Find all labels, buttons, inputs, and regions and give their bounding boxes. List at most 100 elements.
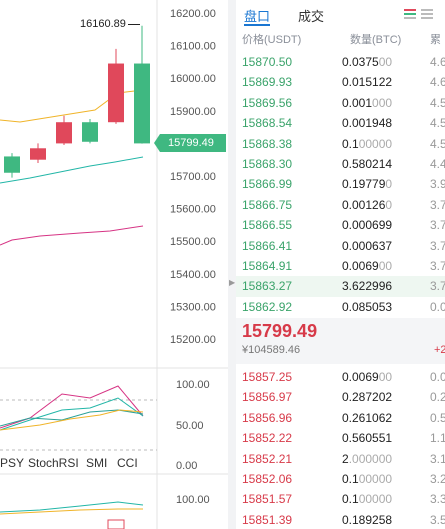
order-row[interactable]: 15862.92 0.085053 0.0: [236, 297, 445, 317]
order-row[interactable]: 15852.22 0.560551 1.1: [236, 428, 445, 448]
indicator-tick-label: 0.00: [176, 460, 197, 472]
order-price: 15869.93: [242, 75, 293, 90]
ma-line-teal: [0, 156, 144, 184]
order-qty: 0.189258: [342, 510, 392, 529]
order-qty: 0.001948: [342, 113, 392, 133]
total-column-header: 累: [430, 34, 441, 46]
order-total: 3.7: [430, 238, 445, 253]
candlestick-chart-svg[interactable]: 16200.0016100.0016000.0015900.0015800.00…: [0, 0, 228, 529]
order-qty: 0.085053: [342, 297, 392, 317]
candle-body: [108, 63, 124, 123]
tab-order-book[interactable]: 盘口: [244, 9, 271, 24]
order-price: 15866.99: [242, 177, 293, 192]
view-both-icon[interactable]: [404, 9, 416, 20]
order-qty-padding: 00: [378, 258, 393, 273]
order-qty: 0.006900: [342, 256, 392, 276]
last-price-panel: 15799.49 ¥104589.46 +2: [236, 318, 445, 364]
current-price-arrow: [154, 134, 160, 152]
price-change: +2: [434, 344, 445, 356]
order-row[interactable]: 15851.57 0.100000 3.3: [236, 489, 445, 509]
order-total: 4.6: [430, 55, 445, 69]
last-price-fiat: ¥104589.46: [242, 344, 301, 356]
order-price: 15863.27: [242, 279, 293, 294]
order-row[interactable]: 15866.75 0.001260 3.7: [236, 195, 445, 215]
order-qty: 0.100000: [342, 469, 392, 489]
order-qty-value: 0.0069: [342, 258, 379, 273]
order-qty-value: 0.1: [342, 492, 359, 507]
order-price: 15866.75: [242, 197, 293, 212]
order-row[interactable]: 15870.50 0.037500 4.6: [236, 52, 445, 72]
panel-divider[interactable]: ▶: [228, 0, 236, 529]
order-total: 0.0: [430, 299, 445, 314]
indicator-tab-cci[interactable]: CCI: [117, 456, 138, 470]
order-qty: 0.037500: [342, 52, 392, 72]
order-book-tabs: 盘口 成交: [236, 0, 445, 28]
order-row[interactable]: 15868.30 0.580214 4.4: [236, 154, 445, 174]
volume-bar: [107, 519, 125, 529]
order-qty: 0.580214: [342, 154, 392, 174]
order-price: 15852.22: [242, 431, 293, 446]
ask-list: 15870.50 0.037500 4.6 15869.93 0.015122 4.6 15…: [236, 52, 445, 317]
indicator-tick-label: 100.00: [176, 379, 210, 391]
candle-body: [30, 148, 46, 160]
order-qty-value: 0.000699: [342, 218, 393, 233]
order-row[interactable]: 15857.25 0.006900 0.0: [236, 367, 445, 387]
order-price: 15866.41: [242, 238, 293, 253]
order-row[interactable]: 15868.38 0.100000 4.5: [236, 134, 445, 154]
order-total: 3.5: [430, 512, 445, 527]
order-row[interactable]: 15856.97 0.287202 0.2: [236, 387, 445, 407]
order-row[interactable]: 15852.21 2.000000 3.1: [236, 449, 445, 469]
order-qty: 0.000637: [342, 236, 392, 256]
order-qty-value: 0.000637: [342, 238, 393, 253]
collapse-arrow-icon[interactable]: ▶: [229, 278, 236, 287]
order-row[interactable]: 15864.91 0.006900 3.7: [236, 256, 445, 276]
order-qty-value: 0.580214: [342, 156, 393, 171]
order-row[interactable]: 15866.41 0.000637 3.7: [236, 236, 445, 256]
order-total: 0.5: [430, 410, 445, 425]
order-qty-value: 0.015122: [342, 75, 393, 90]
order-total: 3.9: [430, 177, 445, 192]
price-tick-label: 16000.00: [170, 73, 216, 85]
order-price: 15868.54: [242, 116, 293, 131]
current-price-tag: 15799.49: [160, 134, 226, 152]
active-tab-underline: [244, 24, 270, 26]
order-row[interactable]: 15852.06 0.100000 3.2: [236, 469, 445, 489]
order-row[interactable]: 15868.54 0.001948 4.5: [236, 113, 445, 133]
indicator-tab-smi[interactable]: SMI: [86, 456, 108, 470]
order-qty-value: 0.287202: [342, 390, 393, 405]
tab-trades[interactable]: 成交: [298, 9, 325, 24]
order-row[interactable]: 15863.27 3.622996 3.7: [236, 276, 445, 297]
order-total: 3.7: [430, 197, 445, 212]
kline-chart[interactable]: 16200.0016100.0016000.0015900.0015800.00…: [0, 0, 228, 529]
price-tick-label: 15600.00: [170, 204, 216, 216]
order-price: 15869.56: [242, 95, 293, 110]
order-price: 15857.25: [242, 370, 293, 384]
psy-line: [0, 385, 144, 429]
order-total: 0.0: [430, 370, 445, 384]
bid-list: 15857.25 0.006900 0.0 15856.97 0.287202 0.2 15…: [236, 367, 445, 529]
order-qty: 0.001260: [342, 195, 392, 215]
order-qty: 2.000000: [342, 449, 392, 469]
order-qty-padding: 00: [378, 55, 393, 69]
indicator2-line-teal: [0, 501, 144, 513]
order-row[interactable]: 15869.56 0.001000 4.5: [236, 93, 445, 113]
price-tick-label: 15700.00: [170, 171, 216, 183]
order-qty-value: 2: [342, 451, 349, 466]
order-qty: 0.287202: [342, 387, 392, 407]
order-row[interactable]: 15866.55 0.000699 3.7: [236, 215, 445, 235]
order-qty: 0.560551: [342, 428, 392, 448]
view-asks-icon[interactable]: [421, 9, 433, 20]
indicator-tab-stochrsi[interactable]: StochRSI: [28, 456, 79, 470]
order-total: 4.5: [430, 116, 445, 131]
high-price-label: 16160.89: [80, 18, 126, 30]
order-qty-value: 0.085053: [342, 299, 393, 314]
order-price: 15851.57: [242, 492, 293, 507]
order-qty-value: 0.001: [342, 95, 373, 110]
order-row[interactable]: 15869.93 0.015122 4.6: [236, 72, 445, 92]
order-qty-value: 0.19779: [342, 177, 386, 192]
order-row[interactable]: 15866.99 0.197790 3.9: [236, 174, 445, 194]
indicator-tab-psy[interactable]: PSY: [0, 456, 25, 470]
order-qty: 0.100000: [342, 489, 392, 509]
order-row[interactable]: 15851.39 0.189258 3.5: [236, 510, 445, 529]
order-row[interactable]: 15856.96 0.261062 0.5: [236, 408, 445, 428]
